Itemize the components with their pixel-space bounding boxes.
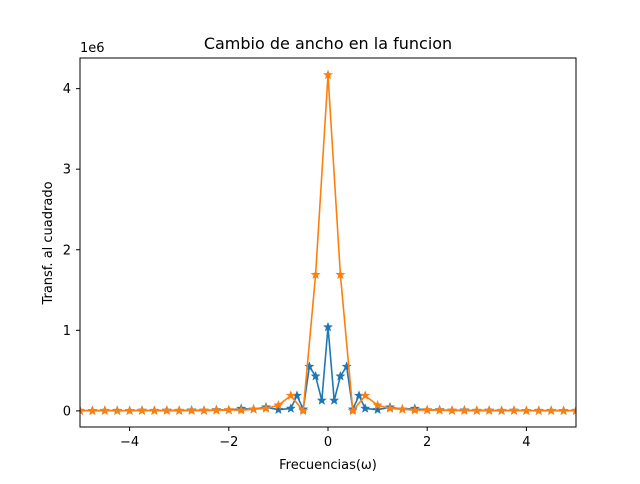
series-2-point [496,405,507,415]
series-2-point [124,405,135,415]
series-2-point [161,405,172,415]
series-2-point [186,405,197,415]
series-1-point [341,361,352,371]
series-2-point [174,405,185,415]
series-2-point [397,404,408,414]
series-2-point [521,405,532,415]
series-1-point [273,404,284,414]
series-2 [80,69,576,416]
series-2-point [471,405,482,415]
x-tick-label: 2 [423,435,431,450]
x-axis-label: Frecuencias(ω) [279,458,377,473]
y-tick-label: 3 [63,163,71,178]
series-2-point [347,405,358,416]
series-2-point [372,400,383,410]
series-2-point [112,405,123,416]
series-1-point [329,395,340,405]
series-1-point [285,403,296,413]
chart-title: Cambio de ancho en la funcion [204,34,452,53]
series-1-point [304,361,315,371]
series-1-point [310,371,321,381]
series-layer [80,69,576,416]
y-tick-label: 2 [63,243,71,258]
series-2-point [434,405,445,415]
series-1-point [372,404,383,414]
series-2-point [323,69,333,80]
series-2-point [149,405,160,415]
series-2-point [273,400,284,410]
series-2-point [571,405,576,415]
series-2-point [422,404,433,415]
series-2-point [558,405,569,416]
series-2-point [409,405,420,415]
x-tick-label: −2 [219,435,238,450]
series-2-point [484,405,495,415]
series-2-point [236,405,247,415]
series-1-point [323,321,333,332]
axes-layer: −4 −2 0 2 4 0 1 2 3 4 [63,57,577,450]
series-2-point [99,405,110,415]
series-2-point [533,405,544,416]
series-1-point [335,371,346,381]
series-2-point [223,404,234,415]
series-2-point [459,405,470,415]
series-1-point [316,395,327,405]
y-axis-label: Transf. al cuadrado [41,181,56,305]
series-2-point [87,405,98,416]
x-tick-label: 0 [324,435,332,450]
x-tick-label: −4 [120,435,139,450]
series-1-point [360,403,371,413]
series-2-point [310,269,321,279]
series-2-point [199,405,209,415]
series-2-point [335,269,346,279]
y-tick-label: 4 [63,82,71,97]
series-2-point [211,405,222,415]
series-2-point [248,404,259,414]
series-2-point [447,405,457,415]
y-axis-offset-label: 1e6 [80,41,105,56]
series-2-point [285,390,296,400]
y-tick-label: 0 [63,404,71,419]
series-2-point [546,405,557,415]
series-2-point [261,403,271,413]
series-2-point [360,390,371,400]
series-2-point [137,405,147,415]
series-2-point [80,405,85,415]
x-tick-label: 4 [522,435,530,450]
y-tick-label: 1 [63,324,71,339]
series-2-point [298,405,309,416]
series-2-point [385,403,395,413]
series-2-point [509,405,519,415]
